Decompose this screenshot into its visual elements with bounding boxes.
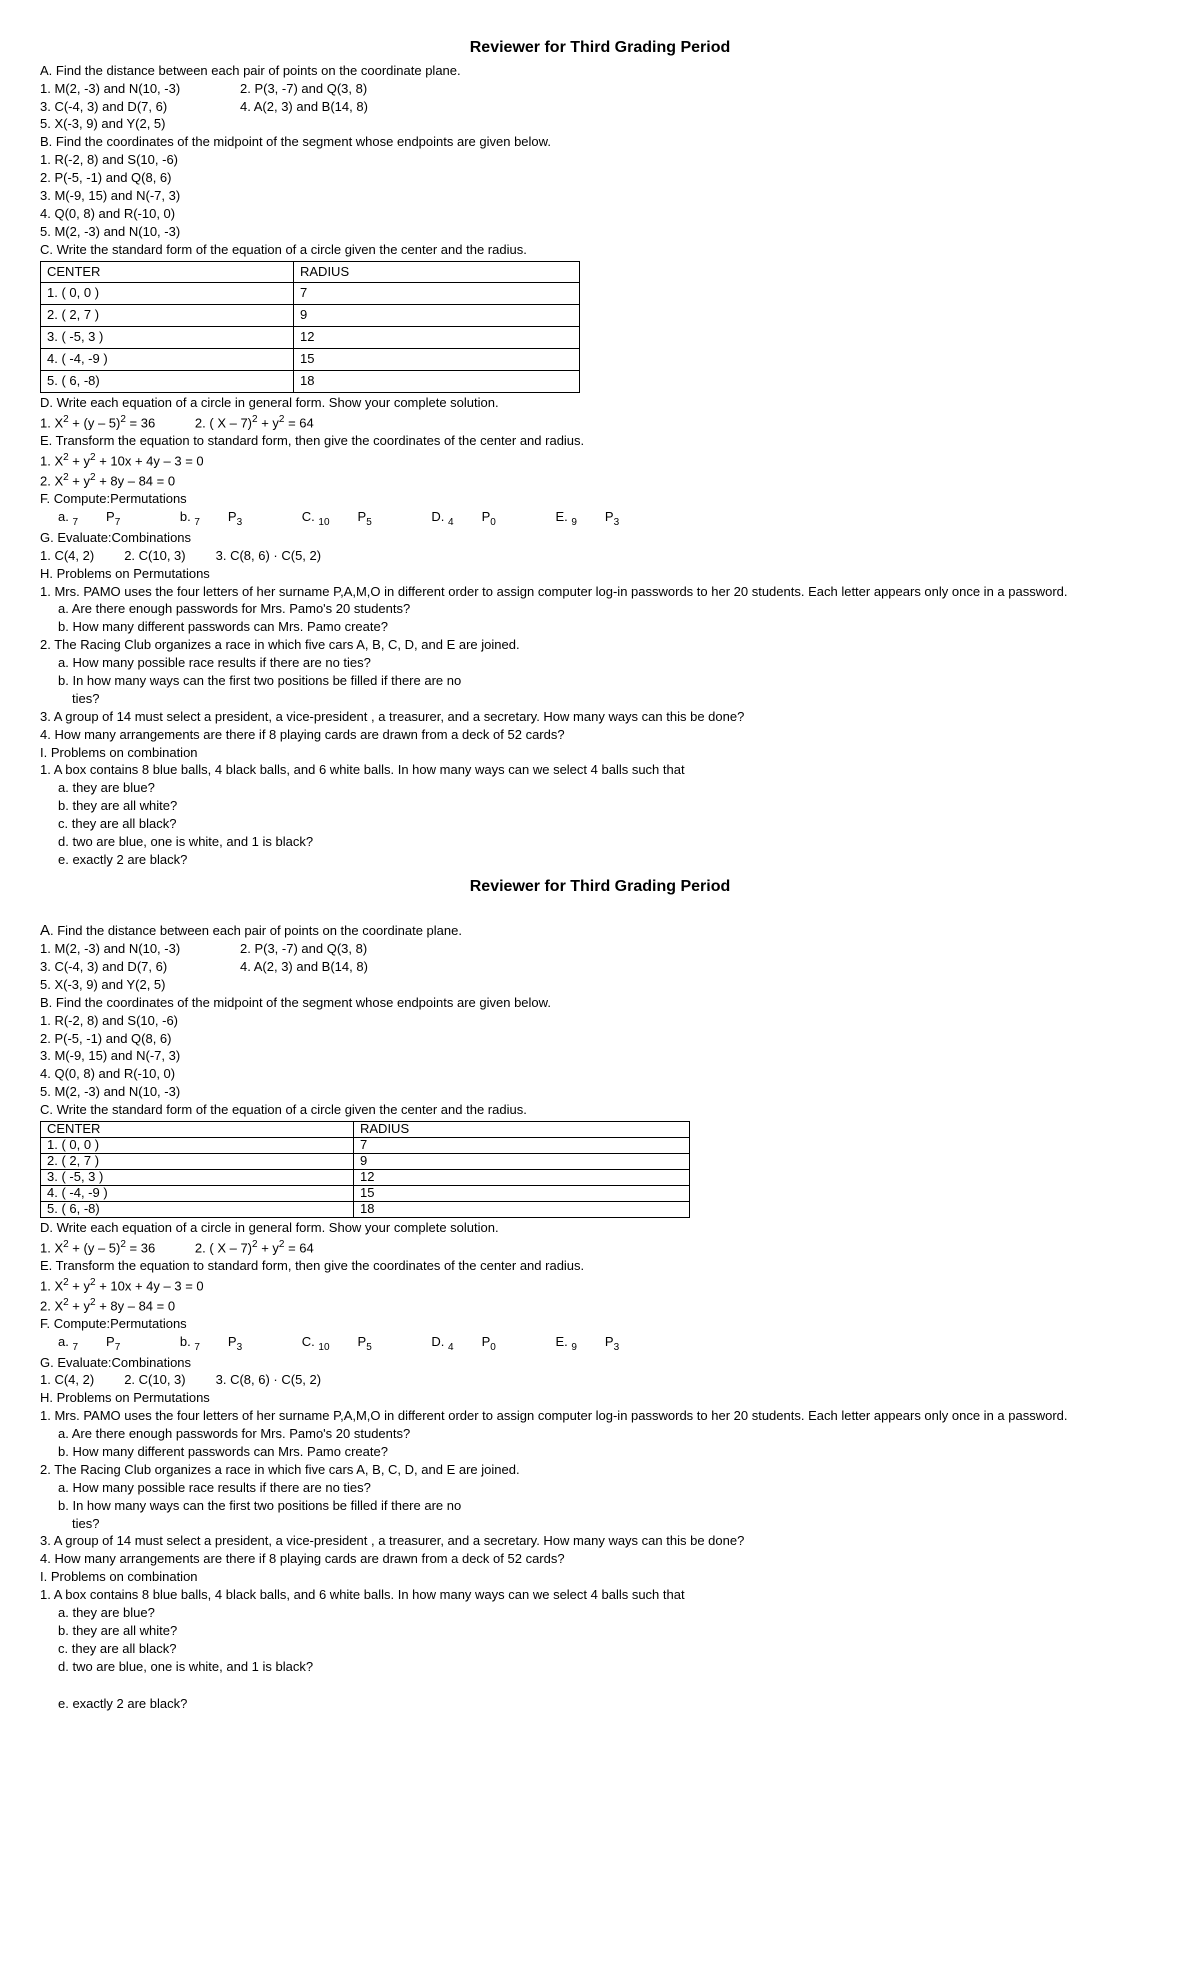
sec-d-heading-2: D. Write each equation of a circle in ge… [40,1220,1160,1237]
sec-b-1-1: 1. R(-2, 8) and S(10, -6) [40,152,1160,169]
sec-a-row3-2: 5. X(-3, 9) and Y(2, 5) [40,977,1160,994]
sec-h-p1a-2: a. Are there enough passwords for Mrs. P… [40,1426,1160,1443]
sec-a-heading-1: A. Find the distance between each pair o… [40,63,1160,80]
table-row: 2. ( 2, 7 )9 [41,305,580,327]
sec-i-e-1: e. exactly 2 are black? [40,852,1160,869]
sec-a-row2-2: 3. C(-4, 3) and D(7, 6)4. A(2, 3) and B(… [40,959,1160,976]
sec-h-p1-2: 1. Mrs. PAMO uses the four letters of he… [40,1408,1160,1425]
sec-f-heading-2: F. Compute:Permutations [40,1316,1160,1333]
sec-i-heading-1: I. Problems on combination [40,745,1160,762]
table-row: 4. ( -4, -9 )15 [41,349,580,371]
sec-i-c-2: c. they are all black? [40,1641,1160,1658]
sec-h-p2a-1: a. How many possible race results if the… [40,655,1160,672]
col-radius: RADIUS [294,261,580,283]
sec-e-eq1-2: 1. X2 + y2 + 10x + 4y – 3 = 0 [40,1276,1160,1295]
sec-e-heading-1: E. Transform the equation to standard fo… [40,433,1160,450]
sec-h-p1-1: 1. Mrs. PAMO uses the four letters of he… [40,584,1160,601]
sec-i-d-2: d. two are blue, one is white, and 1 is … [40,1659,1160,1676]
sec-a-row1-1: 1. M(2, -3) and N(10, -3)2. P(3, -7) and… [40,81,1160,98]
sec-b-3-1: 3. M(-9, 15) and N(-7, 3) [40,188,1160,205]
sec-a-row2-1: 3. C(-4, 3) and D(7, 6)4. A(2, 3) and B(… [40,99,1160,116]
sec-b-5-1: 5. M(2, -3) and N(10, -3) [40,224,1160,241]
sec-b-4-1: 4. Q(0, 8) and R(-10, 0) [40,206,1160,223]
sec-i-heading-2: I. Problems on combination [40,1569,1160,1586]
sec-i-c-1: c. they are all black? [40,816,1160,833]
sec-h-p3-2: 3. A group of 14 must select a president… [40,1533,1160,1550]
sec-h-p4-1: 4. How many arrangements are there if 8 … [40,727,1160,744]
sec-d-heading-1: D. Write each equation of a circle in ge… [40,395,1160,412]
table-row: 4. ( -4, -9 )15 [41,1185,690,1201]
sec-i-e-2: e. exactly 2 are black? [40,1696,1160,1713]
col-center: CENTER [41,261,294,283]
sec-a-row1-2: 1. M(2, -3) and N(10, -3)2. P(3, -7) and… [40,941,1160,958]
sec-i-a-2: a. they are blue? [40,1605,1160,1622]
sec-h-p4-2: 4. How many arrangements are there if 8 … [40,1551,1160,1568]
center-radius-table-1: CENTER RADIUS 1. ( 0, 0 )7 2. ( 2, 7 )9 … [40,261,580,393]
sec-d-eqs-2: 1. X2 + (y – 5)2 = 36 2. ( X – 7)2 + y2 … [40,1238,1160,1257]
table-row: 1. ( 0, 0 )7 [41,283,580,305]
table-row: 5. ( 6, -8)18 [41,371,580,393]
sec-h-p2b-2: b. In how many ways can the first two po… [40,1498,1160,1515]
sec-b-heading-2: B. Find the coordinates of the midpoint … [40,995,1160,1012]
sec-h-p1b-1: b. How many different passwords can Mrs.… [40,619,1160,636]
sec-b-5-2: 5. M(2, -3) and N(10, -3) [40,1084,1160,1101]
sec-h-p1b-2: b. How many different passwords can Mrs.… [40,1444,1160,1461]
sec-i-a-1: a. they are blue? [40,780,1160,797]
sec-b-4-2: 4. Q(0, 8) and R(-10, 0) [40,1066,1160,1083]
sec-e-eq2-2: 2. X2 + y2 + 8y – 84 = 0 [40,1296,1160,1315]
sec-g-heading-1: G. Evaluate:Combinations [40,530,1160,547]
sec-f-items-2: a. 7P7 b. 7P3 C. 10P5 D. 4P0 E. 9P3 [40,1334,1160,1354]
sec-f-heading-1: F. Compute:Permutations [40,491,1160,508]
sec-i-b-2: b. they are all white? [40,1623,1160,1640]
sec-b-3-2: 3. M(-9, 15) and N(-7, 3) [40,1048,1160,1065]
table-header-row: CENTER RADIUS [41,1121,690,1137]
table-header-row: CENTER RADIUS [41,261,580,283]
sec-b-1-2: 1. R(-2, 8) and S(10, -6) [40,1013,1160,1030]
sec-c-heading-2: C. Write the standard form of the equati… [40,1102,1160,1119]
sec-h-heading-2: H. Problems on Permutations [40,1390,1160,1407]
table-row: 1. ( 0, 0 )7 [41,1137,690,1153]
sec-e-eq1-1: 1. X2 + y2 + 10x + 4y – 3 = 0 [40,451,1160,470]
center-radius-table-2: CENTER RADIUS 1. ( 0, 0 )7 2. ( 2, 7 )9 … [40,1121,690,1218]
sec-h-p3-1: 3. A group of 14 must select a president… [40,709,1160,726]
sec-i-d-1: d. two are blue, one is white, and 1 is … [40,834,1160,851]
sec-h-p2b2-1: ties? [40,691,1160,708]
sec-a-heading-2: A. Find the distance between each pair o… [40,921,1160,941]
sec-h-p2-2: 2. The Racing Club organizes a race in w… [40,1462,1160,1479]
col-radius: RADIUS [354,1121,690,1137]
sec-e-heading-2: E. Transform the equation to standard fo… [40,1258,1160,1275]
sec-f-items-1: a. 7P7 b. 7P3 C. 10P5 D. 4P0 E. 9P3 [40,509,1160,529]
sec-g-heading-2: G. Evaluate:Combinations [40,1355,1160,1372]
sec-c-heading-1: C. Write the standard form of the equati… [40,242,1160,259]
sec-i-b-1: b. they are all white? [40,798,1160,815]
sec-a-row3-1: 5. X(-3, 9) and Y(2, 5) [40,116,1160,133]
doc-title-1: Reviewer for Third Grading Period [40,38,1160,59]
doc-title-2: Reviewer for Third Grading Period [40,877,1160,898]
sec-g-items-2: 1. C(4, 2)2. C(10, 3)3. C(8, 6) · C(5, 2… [40,1372,1160,1389]
sec-h-p2-1: 2. The Racing Club organizes a race in w… [40,637,1160,654]
table-row: 5. ( 6, -8)18 [41,1201,690,1217]
sec-b-2-1: 2. P(-5, -1) and Q(8, 6) [40,170,1160,187]
sec-h-p1a-1: a. Are there enough passwords for Mrs. P… [40,601,1160,618]
sec-b-heading-1: B. Find the coordinates of the midpoint … [40,134,1160,151]
table-row: 2. ( 2, 7 )9 [41,1153,690,1169]
col-center: CENTER [41,1121,354,1137]
table-row: 3. ( -5, 3 )12 [41,327,580,349]
sec-h-p2b2-2: ties? [40,1516,1160,1533]
sec-h-p2a-2: a. How many possible race results if the… [40,1480,1160,1497]
table-row: 3. ( -5, 3 )12 [41,1169,690,1185]
sec-h-heading-1: H. Problems on Permutations [40,566,1160,583]
sec-i-p1-2: 1. A box contains 8 blue balls, 4 black … [40,1587,1160,1604]
sec-d-eqs-1: 1. X2 + (y – 5)2 = 36 2. ( X – 7)2 + y2 … [40,413,1160,432]
sec-i-p1-1: 1. A box contains 8 blue balls, 4 black … [40,762,1160,779]
sec-b-2-2: 2. P(-5, -1) and Q(8, 6) [40,1031,1160,1048]
sec-e-eq2-1: 2. X2 + y2 + 8y – 84 = 0 [40,471,1160,490]
sec-h-p2b-1: b. In how many ways can the first two po… [40,673,1160,690]
sec-g-items-1: 1. C(4, 2)2. C(10, 3)3. C(8, 6) · C(5, 2… [40,548,1160,565]
